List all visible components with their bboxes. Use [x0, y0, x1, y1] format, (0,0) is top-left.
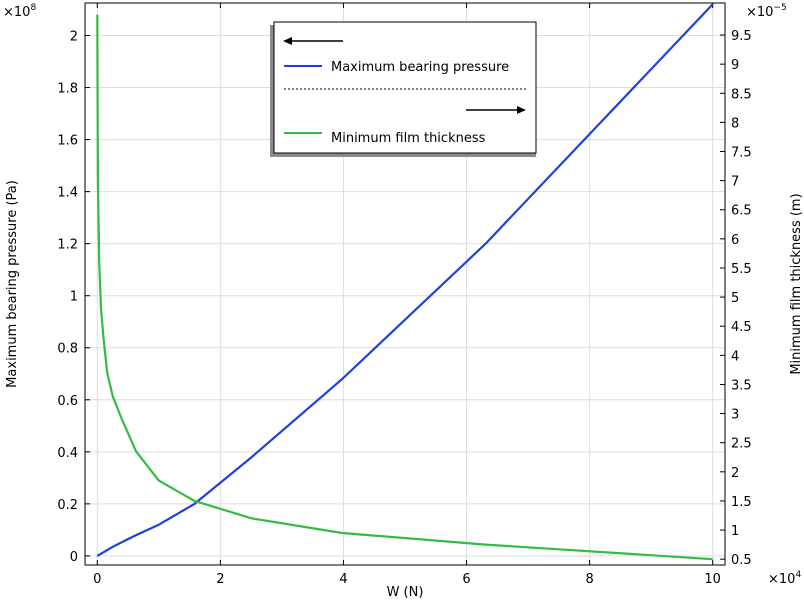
y2-tick-label: 9.5: [731, 29, 752, 44]
plot-frame: [84, 2, 726, 566]
x-tick-label: 2: [216, 572, 224, 587]
x-tick-label: 10: [704, 572, 721, 587]
y2-tick-label: 2: [731, 466, 739, 481]
right-arrow-head-icon: [517, 106, 526, 114]
y-tick-label: 2: [70, 30, 78, 45]
y-tick-label: 1: [70, 290, 78, 305]
y-axis-right: 0.5 1 1.5 2 2.5 3 3.5 4 4.5 5 5.5 6 6.5 7 7.5 8 8.5 9 9.5: [720, 29, 752, 568]
y2-tick-label: 1: [731, 524, 739, 539]
y-axis-left: 0 0.2 0.4 0.6 0.8 1 1.2 1.4 1.6 1.8 2: [57, 30, 90, 565]
y-tick-label: 0.4: [57, 446, 78, 461]
x-axis: 0 2 4 6 8 10: [93, 3, 721, 587]
y2-tick-label: 3: [731, 408, 739, 423]
legend-label-film: Minimum film thickness: [331, 131, 486, 146]
legend-box: [273, 21, 537, 154]
y2-tick-label: 1.5: [731, 495, 752, 510]
y2-axis-label: Minimum film thickness (m): [789, 193, 804, 374]
y-tick-label: 0: [70, 550, 78, 565]
series-line-film: [96, 14, 713, 561]
x-tick-label: 8: [585, 572, 593, 587]
y2-tick-label: 9: [731, 58, 739, 73]
y2-tick-label: 2.5: [731, 437, 752, 452]
y2-tick-label: 5.5: [731, 262, 752, 277]
y2-tick-label: 8: [731, 116, 739, 131]
y-tick-label: 0.8: [57, 342, 78, 357]
y-tick-label: 0.2: [57, 498, 78, 513]
left-arrow-head-icon: [283, 37, 292, 45]
y2-multiplier: ×10−5: [746, 3, 787, 20]
y-tick-label: 1.6: [57, 134, 78, 149]
x-tick-label: 4: [339, 572, 347, 587]
x-tick-label: 6: [462, 572, 470, 587]
legend-label-pressure: Maximum bearing pressure: [331, 60, 509, 75]
y-axis-label: Maximum bearing pressure (Pa): [5, 180, 20, 388]
y2-tick-label: 4: [731, 349, 739, 364]
y-tick-label: 1.4: [57, 186, 78, 201]
x-multiplier: ×104: [768, 570, 801, 587]
series-line-pressure: [96, 3, 714, 557]
y2-tick-label: 3.5: [731, 378, 752, 393]
x-axis-label: W (N): [387, 585, 424, 600]
y-tick-label: 0.6: [57, 394, 78, 409]
legend: Maximum bearing pressure Minimum film th…: [270, 21, 537, 157]
y2-tick-label: 8.5: [731, 87, 752, 102]
y-multiplier: ×108: [3, 3, 36, 20]
y2-tick-label: 7: [731, 175, 739, 190]
y-tick-label: 1.8: [57, 82, 78, 97]
y2-tick-label: 6.5: [731, 204, 752, 219]
y2-tick-label: 6: [731, 233, 739, 248]
y2-tick-label: 0.5: [731, 553, 752, 568]
y2-tick-label: 5: [731, 291, 739, 306]
x-tick-label: 0: [93, 572, 101, 587]
y2-tick-label: 4.5: [731, 320, 752, 335]
series-lines: [96, 3, 714, 561]
y-tick-label: 1.2: [57, 238, 78, 253]
y2-tick-label: 7.5: [731, 146, 752, 161]
